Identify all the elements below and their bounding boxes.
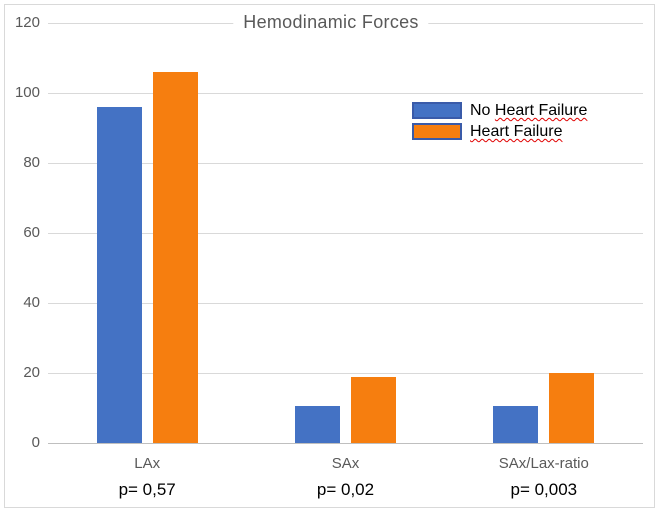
gridline-80	[48, 163, 643, 164]
bar-group-sax-lax-ratio	[445, 23, 643, 443]
bar-heart-failure-sax-lax-ratio	[549, 373, 595, 443]
legend-label-heart-failure: Heart Failure	[470, 123, 562, 140]
gridline-20	[48, 373, 643, 374]
bar-no-heart-failure-sax-lax-ratio	[493, 406, 539, 443]
legend-swatch-heart-failure	[412, 123, 462, 140]
plot-area	[48, 23, 643, 444]
category-label-lax: LAx	[134, 455, 161, 472]
y-tick-label-120: 120	[14, 14, 40, 31]
y-tick-label-20: 20	[23, 364, 40, 381]
y-tick-label-60: 60	[23, 224, 40, 241]
gridline-60	[48, 233, 643, 234]
x-axis-labels: LAx SAx SAx/Lax-ratio	[48, 455, 643, 473]
bar-no-heart-failure-sax	[294, 406, 340, 443]
p-value-lax: p= 0,57	[118, 480, 176, 499]
y-tick-label-0: 0	[31, 434, 40, 451]
legend-text-misspelled: Heart Failure	[494, 102, 588, 119]
chart-title: Hemodinamic Forces	[233, 9, 429, 35]
p-value-sax-lax-ratio: p= 0,003	[510, 480, 578, 499]
legend-item-heart-failure: Heart Failure	[412, 123, 587, 140]
bar-groups	[48, 23, 643, 443]
legend-text-plain: No	[470, 102, 495, 119]
category-label-sax-lax-ratio: SAx/Lax-ratio	[498, 455, 589, 472]
legend-label-no-heart-failure: No Heart Failure	[470, 102, 587, 119]
y-tick-label-40: 40	[23, 294, 40, 311]
legend: No Heart Failure Heart Failure	[412, 102, 587, 144]
legend-text-misspelled: Heart Failure	[470, 123, 563, 140]
legend-swatch-no-heart-failure	[412, 102, 462, 119]
gridline-100	[48, 93, 643, 94]
p-value-sax: p= 0,02	[316, 480, 375, 499]
bar-group-lax	[48, 23, 246, 443]
bar-heart-failure-lax	[152, 72, 198, 443]
p-value-labels: p= 0,57 p= 0,02 p= 0,003	[48, 479, 643, 501]
gridline-40	[48, 303, 643, 304]
category-label-sax: SAx	[331, 455, 360, 472]
bar-group-sax	[246, 23, 444, 443]
bar-no-heart-failure-lax	[96, 107, 142, 443]
x-axis-line	[48, 443, 643, 444]
y-axis-labels: 0 20 40 60 80 100 120	[0, 14, 40, 451]
y-tick-label-100: 100	[14, 84, 40, 101]
bar-heart-failure-sax	[350, 376, 396, 443]
legend-item-no-heart-failure: No Heart Failure	[412, 102, 587, 119]
y-tick-label-80: 80	[23, 154, 40, 171]
